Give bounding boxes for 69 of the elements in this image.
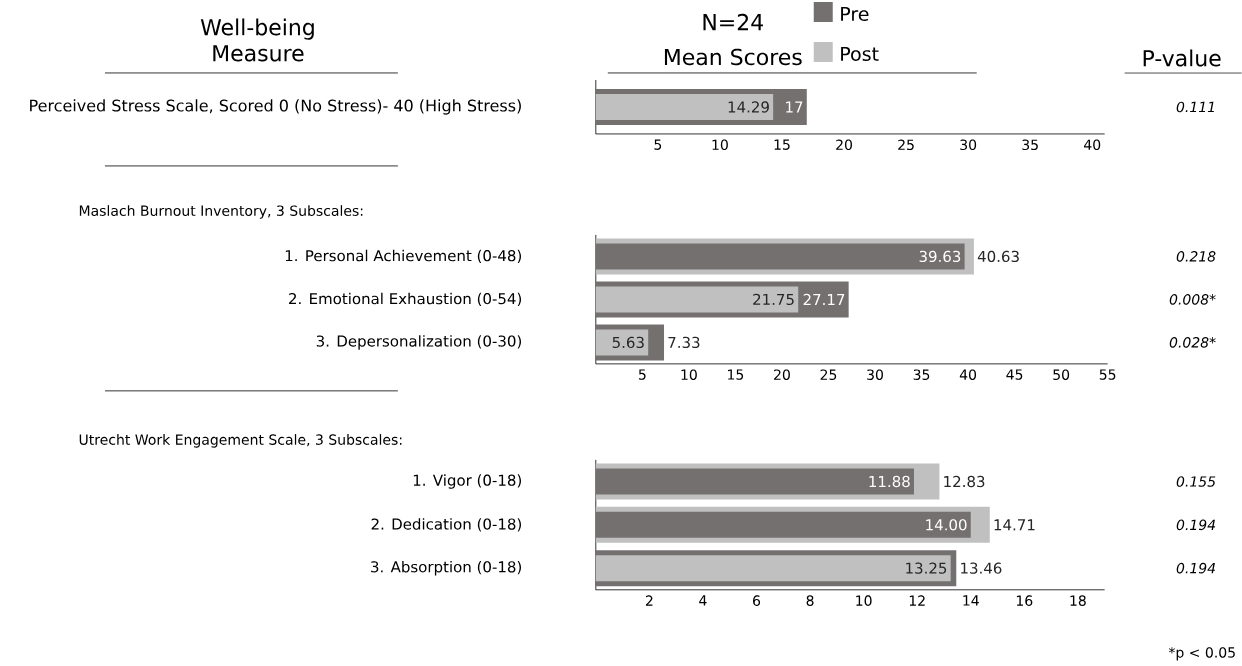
y-tick-label: 2. Emotional Exhaustion (0-54) — [289, 292, 522, 307]
legend-label: Pre — [841, 7, 869, 22]
text: 0.194 — [1176, 519, 1216, 531]
text: Maslach Burnout Inventory, 3 Subscales: — [79, 205, 363, 219]
x-tick-label: 45 — [1006, 369, 1023, 380]
y-tick-label: 1. Personal Achievement (0-48) — [285, 249, 521, 264]
y-tick-label: 1. Vigor (0-18) — [413, 474, 521, 489]
data-label: 14.71 — [994, 519, 1035, 531]
text: 0.028* — [1169, 337, 1216, 348]
chart-title: N=24 — [703, 13, 763, 31]
x-tick-label: 20 — [836, 139, 852, 151]
x-tick-label: 15 — [774, 139, 790, 150]
x-tick-label: 14 — [963, 595, 979, 606]
data-label: 40.63 — [977, 250, 1019, 263]
text: 0.155 — [1176, 476, 1216, 487]
bar — [595, 468, 914, 495]
x-tick-label: 25 — [898, 139, 914, 151]
text: Utrecht Work Engagement Scale, 3 Subscales: — [79, 434, 402, 448]
text: P-value — [1143, 49, 1221, 67]
x-tick-label: 8 — [806, 595, 814, 607]
data-label: 13.46 — [961, 562, 1002, 574]
x-tick-label: 40 — [1084, 139, 1101, 151]
data-label: 39.63 — [919, 250, 961, 263]
x-tick-label: 10 — [712, 139, 728, 151]
text: 0.194 — [1176, 562, 1216, 574]
x-tick-label: 5 — [638, 369, 646, 380]
bar — [595, 329, 649, 356]
x-tick-label: 10 — [681, 369, 697, 381]
x-tick-label: 30 — [960, 139, 977, 151]
x-tick-label: 18 — [1070, 595, 1086, 607]
x-tick-label: 12 — [909, 595, 925, 606]
data-label: 13.25 — [906, 562, 947, 574]
x-tick-label: 4 — [699, 595, 707, 606]
x-tick-label: 10 — [856, 595, 872, 607]
bar — [595, 511, 971, 538]
data-label: 27.17 — [803, 293, 845, 306]
y-tick-label: 3. Depersonalization (0-30) — [316, 335, 522, 350]
x-tick-label: 5 — [654, 139, 662, 150]
y-tick-label: Perceived Stress Scale, Scored 0 (No Stress)- 40 (High Stress) — [30, 99, 521, 115]
y-tick-label: 2. Dedication (0-18) — [371, 518, 522, 532]
chart-subtitle: Mean Scores — [664, 48, 802, 66]
x-tick-label: 40 — [959, 369, 977, 381]
text: 0.111 — [1176, 101, 1214, 113]
x-tick-label: 25 — [820, 369, 837, 381]
x-tick-label: 55 — [1099, 369, 1116, 380]
data-label: 5.63 — [612, 336, 644, 349]
data-label: 14.00 — [926, 519, 967, 531]
y-tick-label: 3. Absorption (0-18) — [371, 561, 521, 576]
bar — [595, 286, 799, 313]
data-label: 21.75 — [753, 293, 794, 306]
x-tick-label: 2 — [645, 595, 653, 606]
x-tick-label: 6 — [753, 595, 761, 607]
text: *p < 0.05 — [1168, 647, 1235, 661]
x-tick-label: 35 — [1022, 139, 1038, 151]
x-tick-label: 15 — [728, 369, 744, 380]
text: 0.218 — [1176, 251, 1216, 262]
data-label: 7.33 — [668, 336, 700, 349]
x-tick-label: 30 — [867, 369, 883, 381]
x-tick-label: 20 — [774, 369, 790, 381]
data-label: 14.29 — [728, 101, 769, 113]
y-axis-title: Well-being Measure — [200, 18, 314, 62]
x-tick-label: 16 — [1016, 595, 1033, 607]
x-tick-label: 50 — [1053, 369, 1070, 381]
legend-label: Post — [841, 47, 879, 62]
text: 0.008* — [1169, 294, 1216, 305]
data-label: 11.88 — [869, 475, 910, 488]
data-label: 12.83 — [944, 475, 985, 488]
data-label: 17 — [786, 101, 803, 113]
x-tick-label: 35 — [913, 369, 930, 381]
